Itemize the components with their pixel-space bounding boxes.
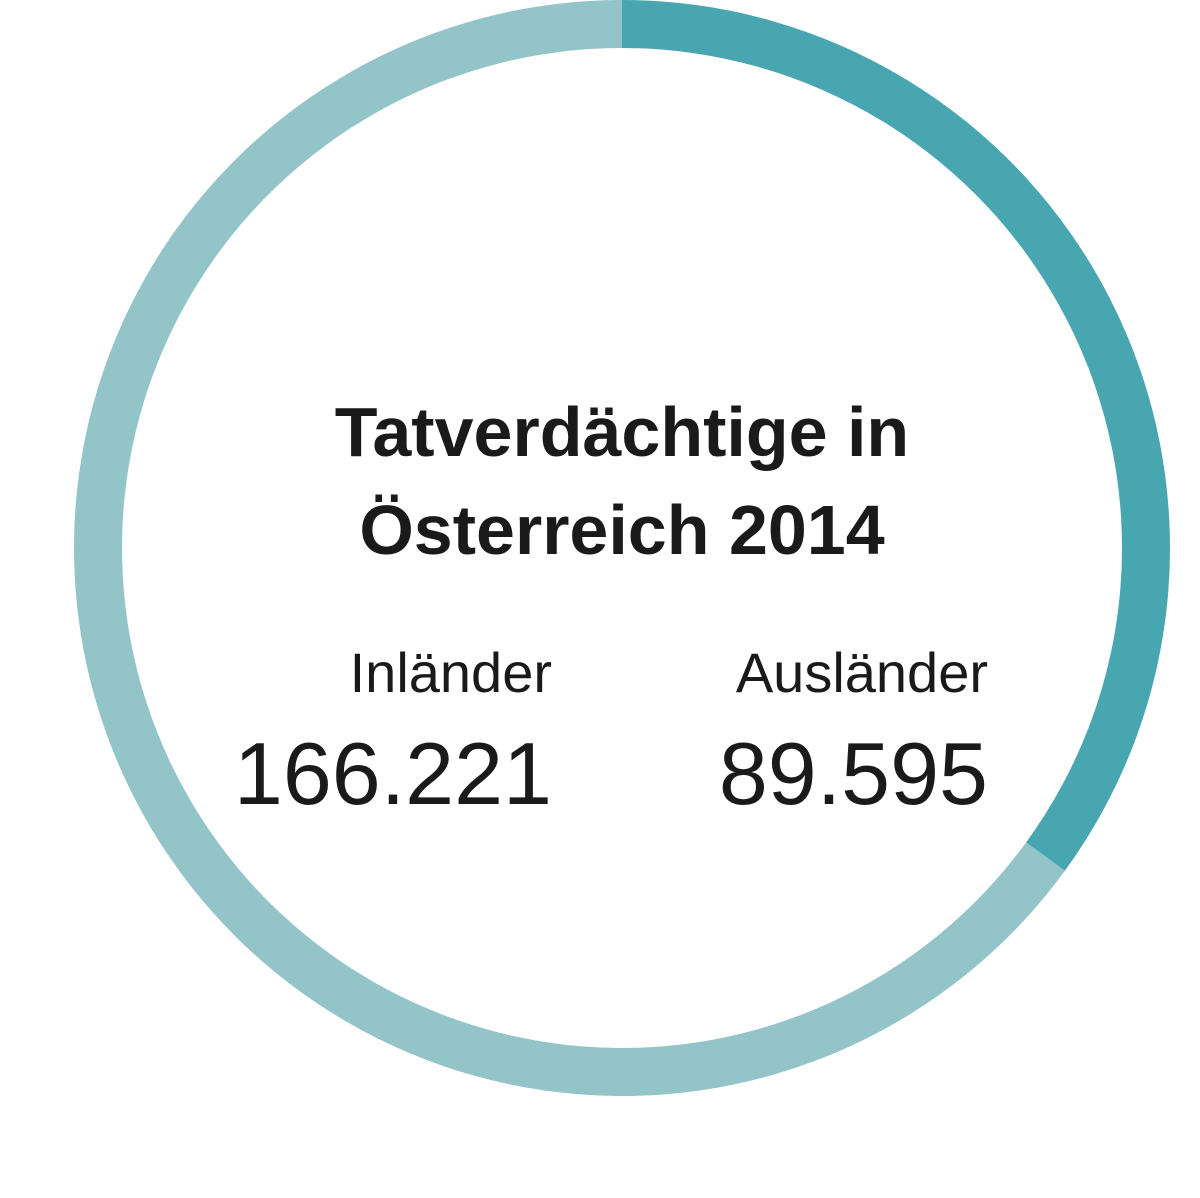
slice-value-inlaender: 166.221 — [234, 724, 552, 823]
slice-label-auslaender: Ausländer — [736, 641, 988, 704]
slice-label-inlaender: Inländer — [350, 641, 552, 704]
donut-slices — [73, 0, 1170, 1096]
chart-title-line-1: Tatverdächtige in — [335, 393, 909, 471]
chart-title-line-2: Österreich 2014 — [359, 491, 884, 569]
slice-auslaender — [622, 0, 1170, 871]
slice-value-auslaender: 89.595 — [719, 724, 988, 823]
